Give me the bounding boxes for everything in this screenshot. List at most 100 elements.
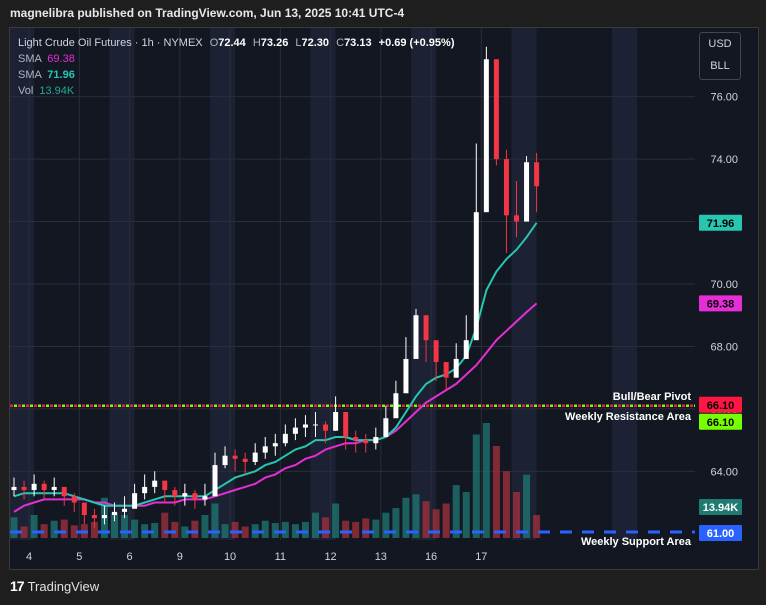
volume-bar	[452, 485, 460, 538]
volume-bar	[432, 509, 440, 538]
high-value: 73.26	[260, 37, 289, 49]
volume-bar	[131, 519, 139, 538]
legend-ohlc-row: Light Crude Oil Futures · 1h · NYMEX O72…	[18, 35, 455, 51]
candle-body	[162, 480, 168, 491]
tradingview-logo[interactable]: 17 TradingView	[10, 578, 99, 594]
legend-volume-row[interactable]: Vol 13.94K	[18, 83, 455, 99]
chart-legend: Light Crude Oil Futures · 1h · NYMEX O72…	[18, 35, 455, 99]
x-tick-label: 10	[224, 551, 236, 563]
legend-sma-fast-row[interactable]: SMA 71.96	[18, 67, 455, 83]
candle-body	[41, 483, 47, 491]
candle-body	[81, 502, 87, 516]
candle-body	[272, 443, 278, 447]
candle-body	[292, 427, 298, 434]
candle-body	[21, 486, 27, 491]
candle-body	[463, 340, 469, 359]
volume-bar	[342, 520, 350, 538]
candle-body	[122, 508, 128, 512]
candle-body	[252, 452, 258, 462]
volume-bar	[20, 526, 28, 538]
volume-bar	[472, 434, 480, 538]
candle-body	[514, 215, 519, 222]
volume-bar	[402, 497, 410, 538]
volume-bar	[462, 492, 470, 538]
currency-unit-selector[interactable]: USD BLL	[699, 32, 741, 80]
currency-label: USD	[708, 38, 732, 50]
volume-bar	[502, 471, 510, 538]
candle-body	[31, 483, 37, 491]
x-tick-label: 5	[76, 551, 82, 563]
candle-body	[222, 455, 228, 466]
volume-bar	[151, 523, 159, 538]
volume-bar	[40, 524, 48, 538]
candle-body	[232, 455, 238, 459]
volume-bar	[161, 512, 169, 538]
volume-bar	[442, 503, 450, 538]
support-price-tag: 61.00	[707, 528, 735, 540]
volume-bar	[372, 519, 380, 538]
candle-body	[483, 59, 489, 213]
pivot-price-tag-bg	[699, 396, 742, 413]
candle-body	[242, 458, 248, 462]
volume-bar	[492, 446, 500, 538]
candle-body	[393, 393, 399, 419]
volume-bar	[301, 521, 309, 538]
volume-bar	[60, 519, 68, 538]
candle-body	[323, 424, 329, 431]
candle-body	[202, 496, 208, 500]
candle-body	[182, 493, 188, 497]
candle-body	[142, 486, 148, 494]
candle-body	[343, 412, 349, 437]
x-tick-label: 6	[127, 551, 133, 563]
close-value: 73.13	[344, 37, 372, 49]
volume-bar	[171, 521, 179, 538]
volume-bar	[281, 521, 289, 538]
y-tick-label: 76.00	[710, 92, 738, 104]
candle-body	[71, 496, 77, 503]
candle-body	[172, 490, 178, 497]
high-label: H	[252, 37, 261, 49]
candle-body	[503, 159, 509, 216]
open-label: O	[209, 37, 219, 49]
candle-body	[363, 440, 369, 444]
candle-body	[282, 433, 288, 444]
volume-bar	[291, 524, 299, 538]
volume-bar	[70, 525, 78, 538]
resistance-price-tag: 66.10	[707, 417, 735, 429]
volume-bar	[90, 521, 98, 538]
candle-body	[423, 315, 429, 341]
footer-bar	[0, 570, 766, 605]
volume-bar	[382, 512, 390, 538]
sma-fast-value: 71.96	[47, 69, 75, 81]
legend-sma-slow-row[interactable]: SMA 69.38	[18, 51, 455, 67]
price-chart[interactable]: Bull/Bear Pivot Weekly Resistance Area Wee…	[10, 28, 758, 569]
candle-body	[212, 465, 218, 497]
sma-slow-price-tag-bg	[699, 295, 742, 312]
volume-bar	[231, 521, 239, 538]
sma-slow-line	[13, 302, 538, 513]
support-price-tag-bg	[699, 525, 742, 541]
x-tick-label: 4	[26, 551, 32, 563]
volume-bar	[422, 501, 430, 538]
tradingview-brand-text: TradingView	[27, 578, 100, 594]
x-tick-label: 12	[324, 551, 336, 563]
candle-body	[11, 486, 17, 491]
candle-body	[302, 424, 308, 428]
unit-label: BLL	[710, 60, 730, 72]
chart-frame[interactable]: Bull/Bear Pivot Weekly Resistance Area Wee…	[9, 27, 759, 570]
close-label: C	[336, 37, 345, 49]
y-tick-label: 64.00	[710, 466, 738, 478]
candle-body	[101, 515, 107, 519]
volume-bar	[352, 521, 360, 538]
candle-body	[433, 340, 439, 363]
symbol-title[interactable]: Light Crude Oil Futures · 1h · NYMEX	[18, 37, 203, 49]
x-tick-label: 9	[177, 551, 183, 563]
volume-bar	[10, 517, 18, 538]
pivot-price-tag: 66.10	[707, 400, 735, 412]
volume-bar	[111, 512, 118, 538]
y-tick-label: 68.00	[710, 341, 738, 353]
volume-bar	[221, 524, 229, 538]
pivot-level-label: Bull/Bear Pivot	[613, 391, 692, 403]
volume-bar	[121, 515, 129, 538]
volume-value: 13.94K	[39, 85, 75, 97]
